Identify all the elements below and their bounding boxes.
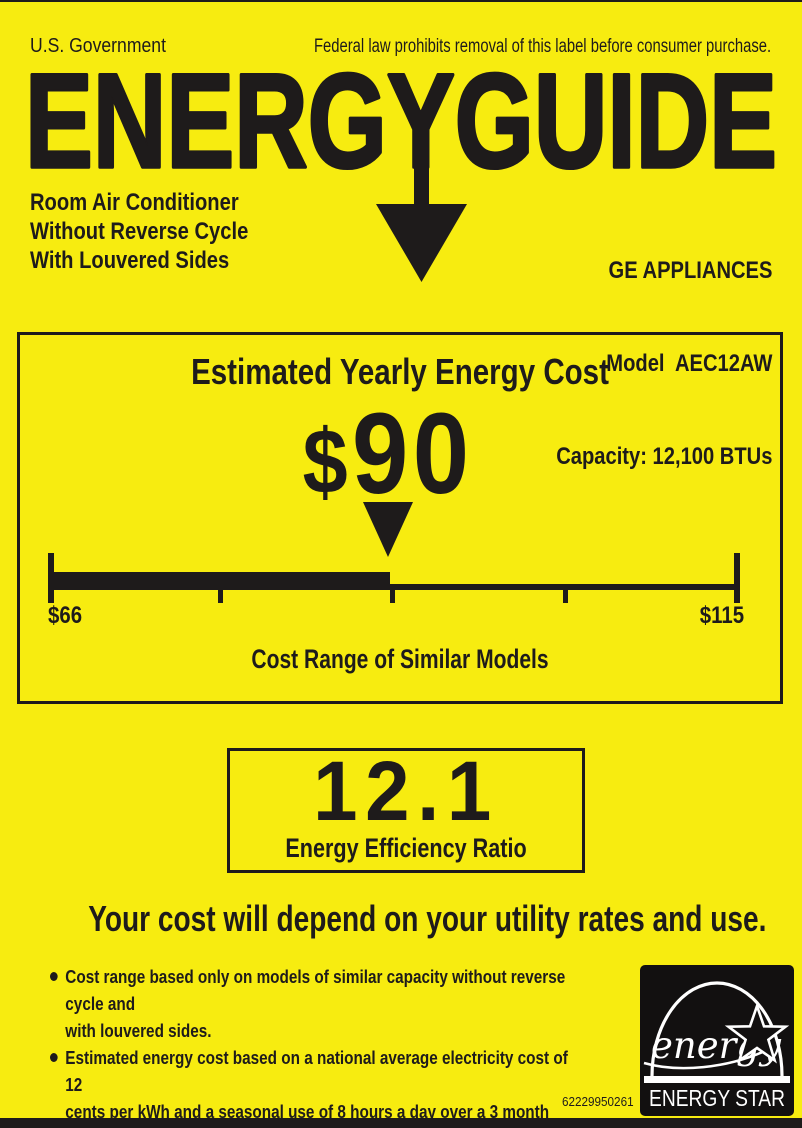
wordmark-text: ENERGYGUIDE — [25, 60, 777, 196]
label-code: 62229950261 — [562, 1094, 634, 1109]
scale-tick — [390, 590, 395, 603]
model-number: Model AEC12AW — [605, 350, 772, 377]
estimated-cost-value: $90 — [302, 390, 474, 518]
manufacturer-name: GE APPLIANCES — [608, 257, 772, 284]
top-rule — [0, 0, 802, 2]
product-line: Room Air Conditioner — [30, 189, 239, 216]
eer-caption: Energy Efficiency Ratio — [285, 833, 527, 863]
eer-section: 12.1 Energy Efficiency Ratio — [227, 748, 585, 873]
max-cost-label: $115 — [699, 602, 744, 629]
star-icon — [724, 1002, 790, 1064]
bullet-item: Cost range based only on models of simil… — [50, 964, 570, 1045]
scale-endcap-right — [734, 553, 740, 603]
us-government-label: U.S. Government — [30, 35, 166, 57]
bullet-text: Cost range based only on models of simil… — [65, 967, 566, 1041]
energy-star-logo: energy ENERGY STAR — [640, 965, 794, 1116]
eer-value: 12.1 — [313, 744, 499, 838]
product-line: Without Reverse Cycle — [30, 218, 249, 245]
scale-tick — [218, 590, 223, 603]
energyguide-logo: ENERGYGUIDE — [24, 60, 779, 282]
scale-endcap-left — [48, 553, 54, 603]
bottom-bar — [0, 1118, 802, 1128]
cost-title: Estimated Yearly Energy Cost — [191, 351, 609, 392]
product-line: With Louvered Sides — [30, 247, 230, 274]
logo-divider — [644, 1076, 790, 1083]
bullet-text: Estimated energy cost based on a nationa… — [65, 1048, 568, 1122]
min-cost-label: $66 — [48, 602, 83, 629]
down-arrow-icon — [376, 110, 467, 282]
cost-pointer-icon — [363, 502, 413, 557]
bullet-dot-icon — [50, 1053, 58, 1062]
federal-notice: Federal law prohibits removal of this la… — [313, 36, 771, 57]
scale-tick — [563, 590, 568, 603]
bullet-dot-icon — [50, 972, 58, 981]
scale-caption: Cost Range of Similar Models — [251, 644, 549, 674]
energy-star-wordmark: ENERGY STAR — [649, 1085, 785, 1111]
product-type: Room Air Conditioner Without Reverse Cyc… — [30, 188, 248, 275]
energy-swash — [643, 1049, 766, 1070]
bullet-item: Estimated energy cost based on a nationa… — [50, 1045, 570, 1128]
manufacturer-info: GE APPLIANCES Model AEC12AW Capacity: 12… — [556, 193, 772, 534]
capacity-value: Capacity: 12,100 BTUs — [555, 443, 772, 470]
disclosure-bullets: Cost range based only on models of simil… — [50, 964, 570, 1128]
scale-line — [50, 584, 740, 590]
cost-section: Estimated Yearly Energy Cost $90 $66 $11… — [17, 332, 783, 704]
headline: Your cost will depend on your utility ra… — [88, 898, 767, 939]
